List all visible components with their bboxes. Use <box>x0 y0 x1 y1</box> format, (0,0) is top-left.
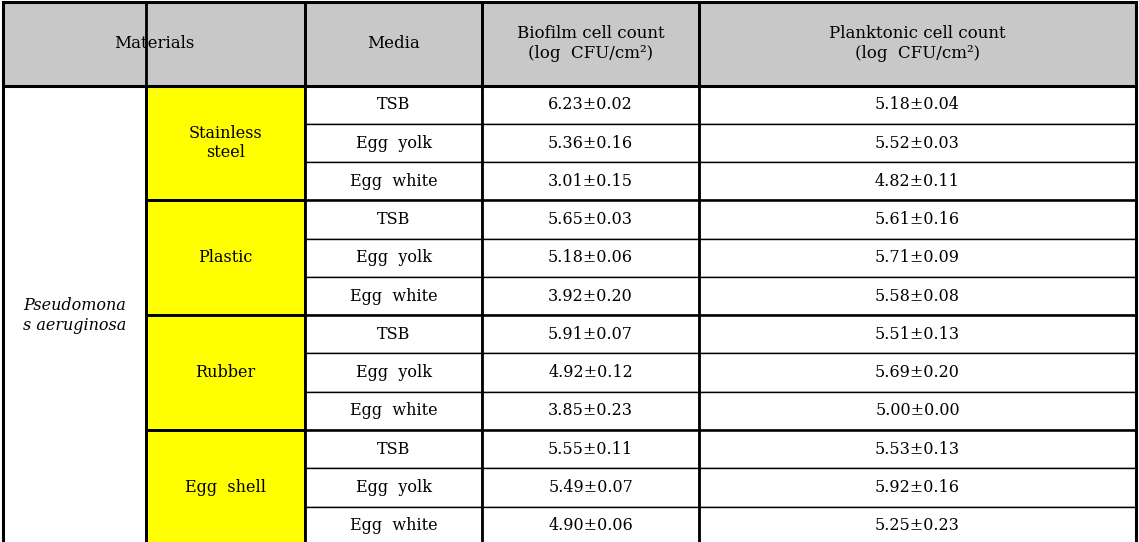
Bar <box>305 430 482 468</box>
Text: Pseudomona
s aeruginosa: Pseudomona s aeruginosa <box>23 297 126 333</box>
Bar <box>699 162 1136 201</box>
Text: 4.82±0.11: 4.82±0.11 <box>875 173 960 190</box>
Text: 5.18±0.06: 5.18±0.06 <box>548 249 633 266</box>
Text: Biofilm cell count
(log  CFU/cm²): Biofilm cell count (log CFU/cm²) <box>517 25 664 62</box>
Bar <box>482 430 699 468</box>
Text: 5.61±0.16: 5.61±0.16 <box>875 211 960 228</box>
Bar <box>305 507 482 542</box>
Text: 3.85±0.23: 3.85±0.23 <box>548 402 633 420</box>
Bar <box>482 353 699 392</box>
Bar <box>3 2 305 86</box>
Bar <box>305 277 482 315</box>
Bar <box>305 162 482 201</box>
Bar <box>699 392 1136 430</box>
Text: TSB: TSB <box>377 211 410 228</box>
Text: Egg  white: Egg white <box>350 402 437 420</box>
Bar <box>146 430 305 542</box>
Text: 5.65±0.03: 5.65±0.03 <box>548 211 633 228</box>
Text: Egg  white: Egg white <box>350 173 437 190</box>
Bar <box>482 315 699 353</box>
Text: Egg  shell: Egg shell <box>185 479 267 496</box>
Bar <box>482 468 699 507</box>
Bar <box>482 201 699 238</box>
Bar <box>699 507 1136 542</box>
Bar <box>305 468 482 507</box>
Bar <box>482 124 699 162</box>
Bar <box>305 353 482 392</box>
Bar <box>699 277 1136 315</box>
Text: 5.69±0.20: 5.69±0.20 <box>875 364 960 381</box>
Bar <box>146 315 305 430</box>
Bar <box>699 430 1136 468</box>
Text: 5.92±0.16: 5.92±0.16 <box>875 479 960 496</box>
Text: 5.18±0.04: 5.18±0.04 <box>875 96 960 113</box>
Bar <box>699 86 1136 124</box>
Bar <box>699 124 1136 162</box>
Bar <box>482 162 699 201</box>
Bar <box>146 86 305 201</box>
Text: 4.92±0.12: 4.92±0.12 <box>548 364 633 381</box>
Text: Planktonic cell count
(log  CFU/cm²): Planktonic cell count (log CFU/cm²) <box>829 25 1006 62</box>
Text: Egg  yolk: Egg yolk <box>355 364 432 381</box>
Text: 4.90±0.06: 4.90±0.06 <box>548 517 633 534</box>
Text: 5.52±0.03: 5.52±0.03 <box>875 134 960 152</box>
Bar <box>146 201 305 315</box>
Bar <box>482 392 699 430</box>
Text: Egg  yolk: Egg yolk <box>355 134 432 152</box>
Text: 5.49±0.07: 5.49±0.07 <box>548 479 633 496</box>
Bar <box>305 2 482 86</box>
Bar <box>3 86 146 542</box>
Text: 3.01±0.15: 3.01±0.15 <box>548 173 633 190</box>
Text: 5.25±0.23: 5.25±0.23 <box>875 517 960 534</box>
Text: 5.53±0.13: 5.53±0.13 <box>875 441 960 457</box>
Text: Materials: Materials <box>114 35 195 52</box>
Text: TSB: TSB <box>377 326 410 343</box>
Text: Egg  white: Egg white <box>350 517 437 534</box>
Bar <box>699 238 1136 277</box>
Text: Media: Media <box>367 35 420 52</box>
Text: Egg  yolk: Egg yolk <box>355 479 432 496</box>
Bar <box>482 86 699 124</box>
Bar <box>482 507 699 542</box>
Bar <box>482 2 699 86</box>
Text: 5.91±0.07: 5.91±0.07 <box>548 326 633 343</box>
Text: 5.51±0.13: 5.51±0.13 <box>875 326 960 343</box>
Text: Egg  white: Egg white <box>350 288 437 305</box>
Text: 3.92±0.20: 3.92±0.20 <box>548 288 633 305</box>
Text: Stainless
steel: Stainless steel <box>189 125 262 162</box>
Text: TSB: TSB <box>377 96 410 113</box>
Text: Egg  yolk: Egg yolk <box>355 249 432 266</box>
Bar <box>305 392 482 430</box>
Text: 5.55±0.11: 5.55±0.11 <box>548 441 633 457</box>
Bar <box>305 315 482 353</box>
Text: Rubber: Rubber <box>196 364 255 381</box>
Text: 5.71±0.09: 5.71±0.09 <box>875 249 960 266</box>
Bar <box>305 124 482 162</box>
Bar <box>305 201 482 238</box>
Bar <box>482 238 699 277</box>
Bar <box>699 2 1136 86</box>
Text: 5.36±0.16: 5.36±0.16 <box>548 134 633 152</box>
Text: 6.23±0.02: 6.23±0.02 <box>548 96 633 113</box>
Text: 5.00±0.00: 5.00±0.00 <box>875 402 960 420</box>
Bar <box>305 238 482 277</box>
Text: TSB: TSB <box>377 441 410 457</box>
Bar <box>699 201 1136 238</box>
Bar <box>305 86 482 124</box>
Bar <box>699 468 1136 507</box>
Bar <box>699 353 1136 392</box>
Bar <box>482 277 699 315</box>
Bar <box>699 315 1136 353</box>
Text: Plastic: Plastic <box>198 249 253 266</box>
Text: 5.58±0.08: 5.58±0.08 <box>875 288 960 305</box>
